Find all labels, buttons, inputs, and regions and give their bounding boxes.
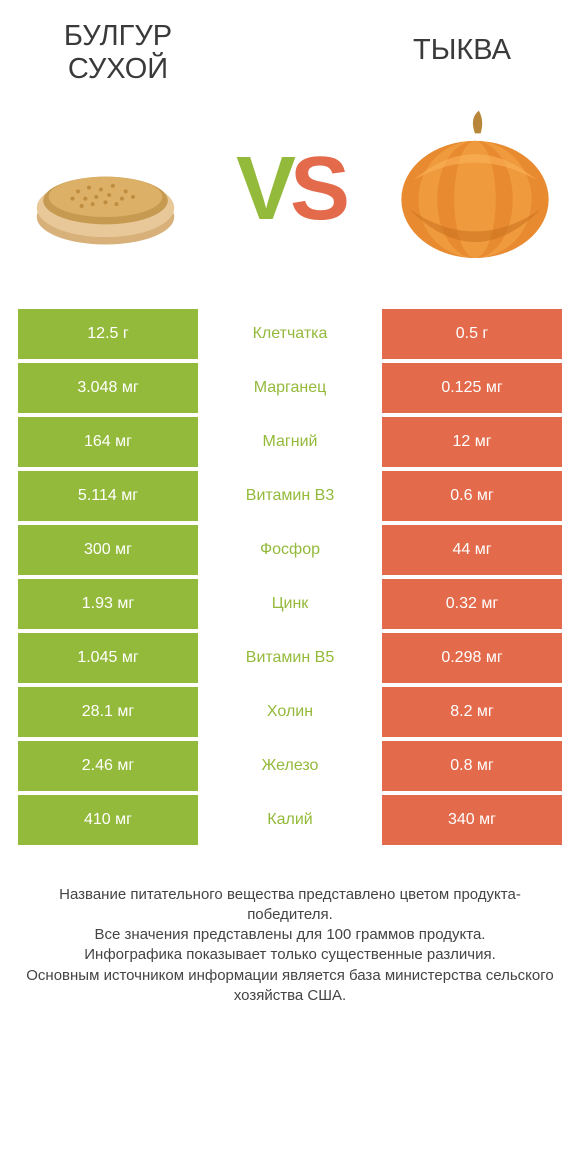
left-value: 164 мг xyxy=(18,417,198,467)
left-value: 300 мг xyxy=(18,525,198,575)
vs-label: VS xyxy=(193,138,387,241)
right-value: 340 мг xyxy=(382,795,562,845)
left-value: 410 мг xyxy=(18,795,198,845)
table-row: 1.045 мгВитамин B50.298 мг xyxy=(18,633,562,683)
right-product-title: ТЫКВА xyxy=(362,34,562,67)
table-row: 1.93 мгЦинк0.32 мг xyxy=(18,579,562,629)
nutrient-label: Клетчатка xyxy=(198,309,382,359)
nutrient-label: Марганец xyxy=(198,363,382,413)
right-value: 0.6 мг xyxy=(382,471,562,521)
right-value: 44 мг xyxy=(382,525,562,575)
right-value: 0.8 мг xyxy=(382,741,562,791)
footer-line-3: Инфографика показывает только существенн… xyxy=(24,945,556,965)
right-value: 0.298 мг xyxy=(382,633,562,683)
right-value: 0.125 мг xyxy=(382,363,562,413)
comparison-table: 12.5 гКлетчатка0.5 г3.048 мгМарганец0.12… xyxy=(18,309,562,845)
table-row: 300 мгФосфор44 мг xyxy=(18,525,562,575)
left-value: 5.114 мг xyxy=(18,471,198,521)
footer-line-4: Основным источником информации является … xyxy=(24,966,556,1007)
left-value: 28.1 мг xyxy=(18,687,198,737)
left-value: 12.5 г xyxy=(18,309,198,359)
left-product-title: БУЛГУР СУХОЙ xyxy=(18,20,218,87)
header-titles: БУЛГУР СУХОЙ ТЫКВА xyxy=(18,20,562,87)
table-row: 164 мгМагний12 мг xyxy=(18,417,562,467)
right-value: 0.32 мг xyxy=(382,579,562,629)
left-value: 1.93 мг xyxy=(18,579,198,629)
images-row: VS xyxy=(18,95,562,285)
table-row: 5.114 мгВитамин B30.6 мг xyxy=(18,471,562,521)
table-row: 28.1 мгХолин8.2 мг xyxy=(18,687,562,737)
footer-notes: Название питательного вещества представл… xyxy=(18,885,562,1007)
comparison-infographic: БУЛГУР СУХОЙ ТЫКВА VS xyxy=(0,0,580,1174)
nutrient-label: Железо xyxy=(198,741,382,791)
footer-line-2: Все значения представлены для 100 граммо… xyxy=(24,925,556,945)
nutrient-label: Холин xyxy=(198,687,382,737)
left-value: 2.46 мг xyxy=(18,741,198,791)
right-value: 0.5 г xyxy=(382,309,562,359)
nutrient-label: Витамин B3 xyxy=(198,471,382,521)
footer-line-1: Название питательного вещества представл… xyxy=(24,885,556,926)
left-value: 3.048 мг xyxy=(18,363,198,413)
nutrient-label: Витамин B5 xyxy=(198,633,382,683)
vs-s: S xyxy=(290,138,344,241)
table-row: 3.048 мгМарганец0.125 мг xyxy=(18,363,562,413)
nutrient-label: Цинк xyxy=(198,579,382,629)
left-product-image xyxy=(18,102,193,277)
nutrient-label: Магний xyxy=(198,417,382,467)
right-value: 12 мг xyxy=(382,417,562,467)
right-value: 8.2 мг xyxy=(382,687,562,737)
table-row: 12.5 гКлетчатка0.5 г xyxy=(18,309,562,359)
table-row: 410 мгКалий340 мг xyxy=(18,795,562,845)
vs-v: V xyxy=(236,138,290,241)
left-value: 1.045 мг xyxy=(18,633,198,683)
nutrient-label: Фосфор xyxy=(198,525,382,575)
nutrient-label: Калий xyxy=(198,795,382,845)
right-product-image xyxy=(387,102,562,277)
table-row: 2.46 мгЖелезо0.8 мг xyxy=(18,741,562,791)
